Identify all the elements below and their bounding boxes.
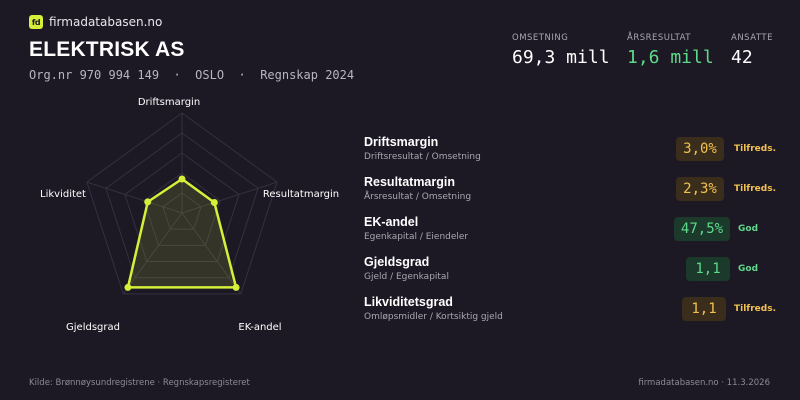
metric-name: Gjeldsgrad xyxy=(364,255,430,269)
metric-name: EK-andel xyxy=(364,215,419,229)
kpi-omsetning: OMSETNING 69,3 mill xyxy=(512,33,610,68)
kpi-label: ANSATTE xyxy=(731,33,773,43)
kpi-label: ÅRSRESULTAT xyxy=(627,33,691,43)
footer-site-date[interactable]: firmadatabasen.no · 11.3.2026 xyxy=(638,378,770,388)
radar-points xyxy=(124,175,240,291)
radar-axis-line xyxy=(122,212,183,295)
metric-formula: Gjeld / Egenkapital xyxy=(364,272,449,282)
kpi-label: OMSETNING xyxy=(512,33,569,43)
metric-row-gjeldsgrad: Gjeldsgrad Gjeld / Egenkapital 1,1 God xyxy=(364,255,784,289)
metric-name: Driftsmargin xyxy=(364,135,439,149)
radar-shape xyxy=(126,177,238,289)
radar-axis-line xyxy=(181,181,278,214)
kpi-arsresultat: ÅRSRESULTAT 1,6 mill xyxy=(627,33,714,68)
radar-axis-label: Gjeldsgrad xyxy=(66,322,120,333)
kpi-value: 1,6 mill xyxy=(627,47,714,68)
kpi-value: 42 xyxy=(731,47,753,68)
metric-value-badge: 1,1 xyxy=(686,257,730,281)
metric-row-resultatmargin: Resultatmargin Årsresultat / Omsetning 2… xyxy=(364,175,784,209)
brand-name: firmadatabasen.no xyxy=(49,15,163,29)
radar-point xyxy=(124,283,132,291)
metric-status: God xyxy=(738,264,759,274)
kpi-value: 69,3 mill xyxy=(512,47,610,68)
radar-point xyxy=(210,198,218,206)
kpi-ansatte: ANSATTE 42 xyxy=(731,33,773,68)
radar-labels: Driftsmargin Resultatmargin EK-andel Gjelds… xyxy=(40,97,339,333)
radar-grid-ring xyxy=(86,112,278,295)
footer-source: Kilde: Brønnøysundregistrene · Regnskaps… xyxy=(29,378,250,388)
radar-axis-label: Resultatmargin xyxy=(263,189,339,200)
radar-grid-ring xyxy=(105,132,259,279)
radar-axis-line xyxy=(86,181,183,214)
radar-axis-label: EK-andel xyxy=(238,322,281,333)
metric-status: Tilfreds. xyxy=(734,184,776,194)
metric-name: Resultatmargin xyxy=(364,175,455,189)
radar-axis-label: Driftsmargin xyxy=(138,97,200,108)
radar-grid-ring xyxy=(124,152,240,263)
metric-row-ek-andel: EK-andel Egenkapital / Eiendeler 47,5% G… xyxy=(364,215,784,249)
metric-formula: Driftsresultat / Omsetning xyxy=(364,152,481,162)
radar-chart: Driftsmargin Resultatmargin EK-andel Gjelds… xyxy=(40,97,339,333)
brand-logo-icon: fd xyxy=(29,15,43,29)
metric-value-badge: 3,0% xyxy=(676,137,724,161)
radar-grid-ring xyxy=(162,192,202,230)
metric-value-badge: 1,1 xyxy=(682,297,726,321)
metric-row-driftsmargin: Driftsmargin Driftsresultat / Omsetning … xyxy=(364,135,784,169)
radar-grid-ring xyxy=(143,172,221,246)
metric-formula: Årsresultat / Omsetning xyxy=(364,192,472,202)
metric-status: Tilfreds. xyxy=(734,144,776,154)
radar-point xyxy=(178,175,186,183)
metric-row-likviditetsgrad: Likviditetsgrad Omløpsmidler / Kortsikti… xyxy=(364,295,784,329)
company-name: ELEKTRISK AS xyxy=(29,38,185,61)
radar-axis-label: Likviditet xyxy=(40,189,86,200)
metric-status: God xyxy=(738,224,759,234)
metric-formula: Omløpsmidler / Kortsiktig gjeld xyxy=(364,312,503,322)
radar-grid xyxy=(86,112,278,295)
radar-point xyxy=(232,283,240,291)
metric-status: Tilfreds. xyxy=(734,304,776,314)
company-meta: Org.nr 970 994 149 · OSLO · Regnskap 202… xyxy=(29,68,355,82)
metric-value-badge: 2,3% xyxy=(676,177,724,201)
metric-name: Likviditetsgrad xyxy=(364,295,453,309)
metric-formula: Egenkapital / Eiendeler xyxy=(364,232,469,242)
radar-axis-line xyxy=(181,212,242,295)
radar-point xyxy=(144,198,152,206)
brand[interactable]: fd firmadatabasen.no xyxy=(29,15,162,29)
metric-value-badge: 47,5% xyxy=(674,217,730,241)
